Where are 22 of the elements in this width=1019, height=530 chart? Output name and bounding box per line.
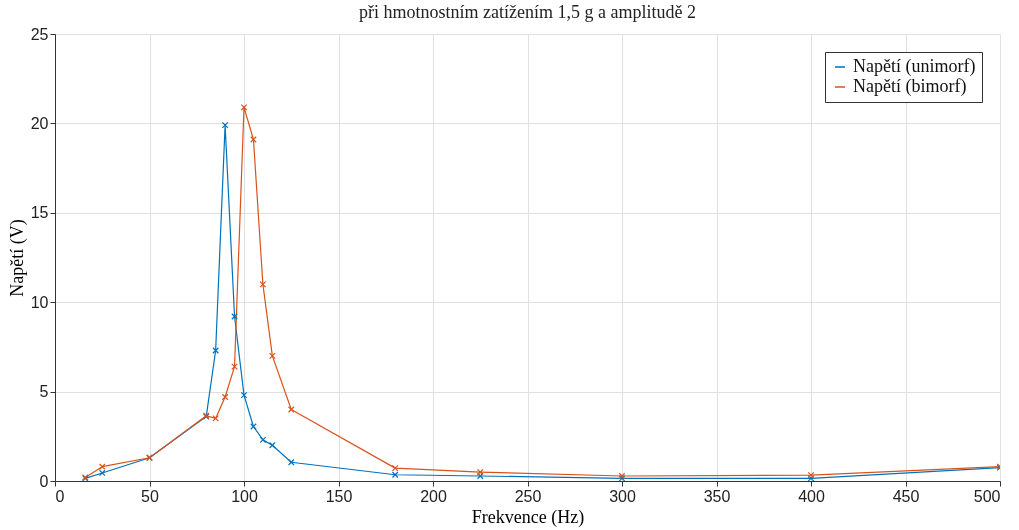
y-axis-title: Napětí (V) <box>6 219 28 297</box>
x-tick-label: 0 <box>55 487 65 505</box>
x-tick-label: 250 <box>514 487 542 505</box>
y-tick-label: 0 <box>39 472 49 490</box>
x-tick-label: 400 <box>798 487 825 505</box>
x-tick-label: 300 <box>609 487 636 505</box>
x-tick-label: 500 <box>973 487 1001 505</box>
x-tick-label: 350 <box>703 487 731 505</box>
y-tick-label: 25 <box>30 25 49 43</box>
y-tick-label: 10 <box>30 293 49 311</box>
x-tick-label: 150 <box>325 487 353 505</box>
x-tick-label: 50 <box>141 487 159 505</box>
y-tick-label: 20 <box>30 114 49 132</box>
x-tick-label: 200 <box>420 487 447 505</box>
x-tick-label: 100 <box>231 487 258 505</box>
y-tick-label: 5 <box>39 383 49 401</box>
x-tick-label: 450 <box>892 487 920 505</box>
y-tick-label: 15 <box>30 204 49 222</box>
legend-label: Napětí (bimorf) <box>853 76 967 97</box>
legend-label: Napětí (unimorf) <box>853 56 976 77</box>
chart-title: při hmotnostním zatížením 1,5 g a amplitudě 2 <box>359 2 696 22</box>
x-axis-title: Frekvence (Hz) <box>471 506 585 528</box>
